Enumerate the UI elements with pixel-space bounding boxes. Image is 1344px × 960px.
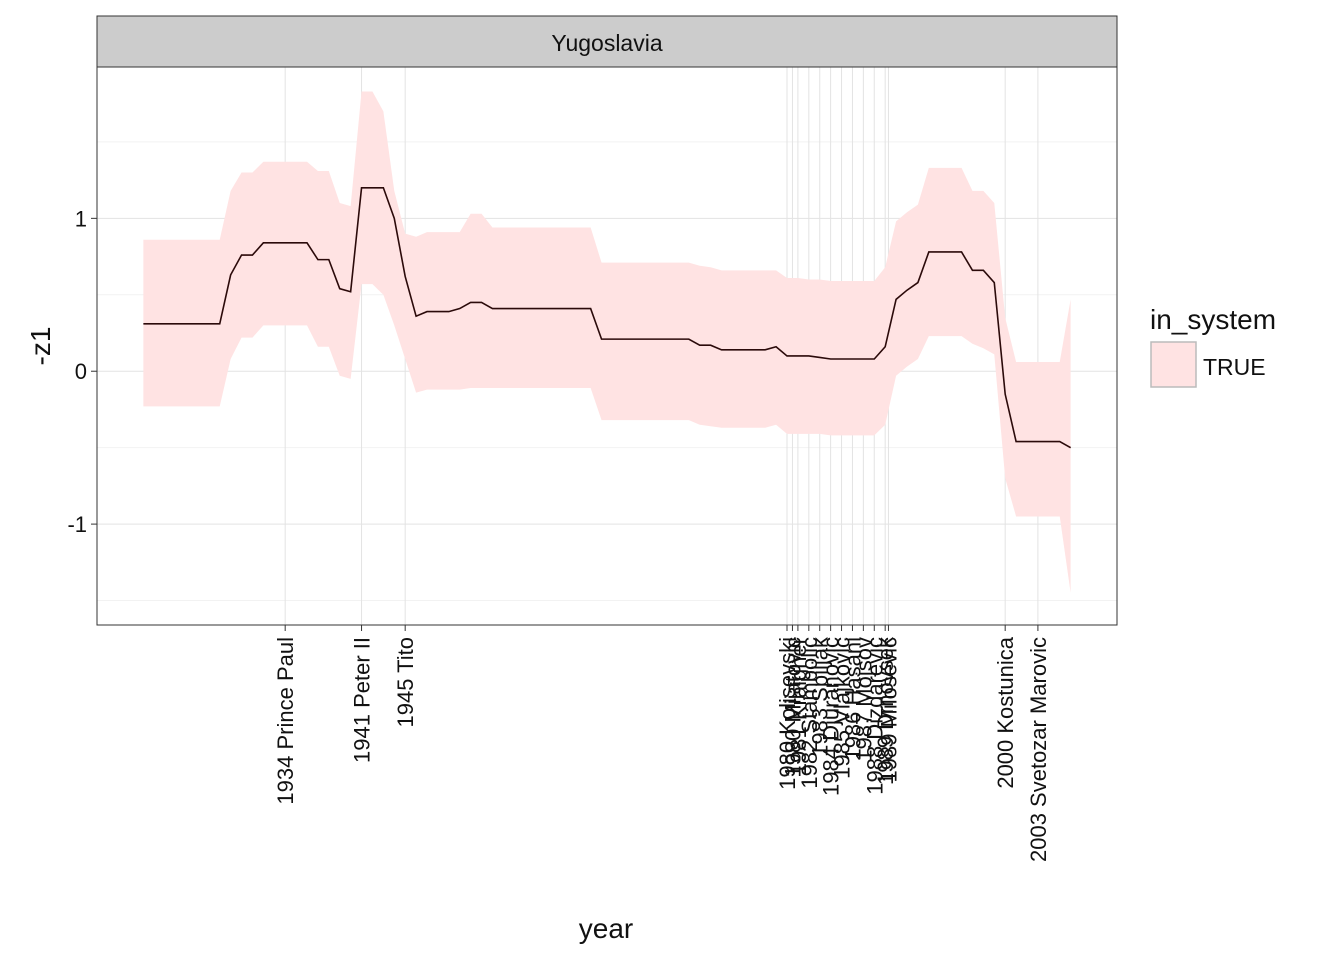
x-tick-label: 1945 Tito: [393, 637, 418, 728]
x-tick-label: 1934 Prince Paul: [273, 637, 298, 805]
x-tick-label: 1980 Kolisevski: [775, 637, 800, 790]
x-tick-label: 2003 Svetozar Marovic: [1026, 637, 1051, 862]
x-tick-label: 1988 Dizdarevic: [862, 637, 887, 795]
x-tick-label: 1985 Vlajkovic: [830, 637, 855, 779]
x-tick-label: 1980 Mijatovic: [780, 637, 805, 778]
x-tick-label: 1983 Spiljak: [808, 636, 833, 757]
legend-title: in_system: [1150, 304, 1276, 335]
legend-label: TRUE: [1203, 354, 1266, 380]
x-axis-title: year: [579, 913, 633, 944]
x-tick-label: 1989 Milosevic: [876, 637, 901, 783]
y-tick-label: 0: [75, 359, 87, 384]
x-tick-label: 1941 Peter II: [350, 637, 375, 763]
x-tick-label: 1982 Stambolic: [797, 637, 822, 789]
x-tick-label: 1987 Mojsov: [851, 637, 876, 762]
x-tick-label: 1989 Drnovsek: [873, 636, 898, 785]
x-tick-label: 2000 Kostunica: [993, 636, 1018, 788]
facet-label: Yugoslavia: [551, 30, 662, 56]
y-axis-title: -z1: [25, 327, 56, 366]
legend-key: [1150, 341, 1197, 388]
x-tick-label: 1986 Hasani: [840, 637, 865, 761]
y-tick-label: 1: [75, 206, 87, 231]
x-tick-label: 1984 Djuranovic: [819, 637, 844, 796]
line: [143, 186, 1072, 449]
x-tick-label: 1981 Kraigher: [786, 637, 811, 775]
facet-strip: [96, 15, 1118, 68]
ribbon: [143, 91, 1071, 593]
y-tick-label: -1: [67, 512, 87, 537]
panel-border: [96, 66, 1118, 626]
